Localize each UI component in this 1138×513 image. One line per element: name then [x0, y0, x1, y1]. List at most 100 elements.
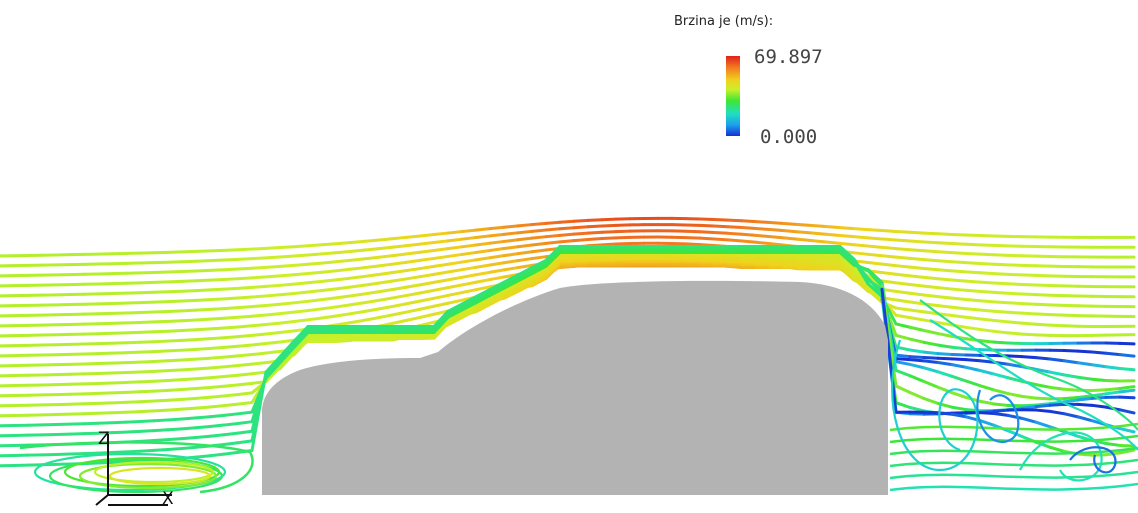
streamline-segment: [166, 368, 184, 373]
streamline-segment: [208, 248, 226, 253]
streamline-segment: [502, 266, 520, 272]
streamline-segment: [362, 247, 380, 252]
streamline-segment: [922, 293, 940, 299]
streamline-segment: [236, 381, 254, 387]
streamline-segment: [432, 293, 450, 300]
streamline-segment: [740, 239, 758, 244]
streamline-segment: [474, 263, 492, 269]
streamline-segment: [348, 248, 366, 253]
streamline-segment: [1020, 282, 1038, 287]
streamline-segment: [180, 347, 198, 352]
streamline-segment: [978, 289, 996, 294]
streamline-segment: [698, 230, 716, 234]
streamline-segment: [138, 409, 156, 414]
streamline-segment: [180, 308, 198, 313]
streamline-segment: [418, 312, 436, 319]
streamline-segment: [208, 258, 226, 263]
streamline-segment: [250, 313, 268, 318]
streamline-segment: [544, 240, 562, 245]
streamline-segment: [950, 242, 968, 246]
streamline-segment: [1006, 362, 1024, 369]
streamline-segment: [390, 252, 408, 258]
streamline-segment: [488, 254, 506, 260]
streamline-segment: [138, 310, 156, 315]
streamline-segment: [586, 237, 604, 241]
wake-streamline: [889, 446, 1138, 456]
streamline-segment: [446, 237, 464, 243]
streamline-segment: [390, 277, 408, 283]
streamline-segment: [950, 411, 968, 415]
streamline-segment: [1118, 388, 1136, 394]
streamline-segment: [586, 218, 604, 222]
streamline-segment: [124, 360, 142, 365]
streamline-segment: [264, 331, 282, 336]
streamline-segment: [446, 283, 464, 290]
streamline-segment: [166, 417, 184, 422]
streamline-segment: [712, 237, 730, 242]
streamline-segment: [138, 379, 156, 384]
streamline-segment: [502, 224, 520, 229]
streamline-segment: [530, 228, 548, 233]
streamline-segment: [992, 272, 1010, 276]
streamline-segment: [810, 223, 828, 229]
streamline-segment: [1076, 402, 1094, 407]
streamline-segment: [208, 433, 226, 438]
streamline-segment: [334, 258, 352, 264]
streamline-segment: [866, 269, 884, 288]
wake-vortex-loop: [891, 339, 979, 472]
streamline-segment: [432, 301, 450, 308]
streamline-segment: [1006, 282, 1024, 286]
streamline-segment: [516, 229, 534, 235]
streamline-segment: [922, 258, 940, 263]
streamline-segment: [460, 228, 478, 234]
streamline-segment: [222, 402, 240, 408]
wake-vortex-loop: [976, 389, 1020, 443]
streamline-segment: [964, 251, 982, 256]
streamline-segment: [222, 421, 240, 427]
streamline-segment: [292, 318, 310, 324]
wake-streamline: [889, 470, 1138, 480]
streamline-segment: [124, 400, 142, 404]
streamline-segment: [950, 313, 968, 319]
streamline-segment: [936, 295, 954, 300]
streamline-segment: [950, 353, 968, 357]
streamline-segment: [726, 218, 744, 223]
streamline-segment: [866, 252, 884, 258]
streamline-segment: [124, 370, 142, 375]
streamline-segment: [460, 250, 478, 256]
streamline-segment: [992, 388, 1010, 396]
streamline-segment: [404, 307, 422, 314]
streamline-segment: [922, 329, 940, 336]
streamline-segment: [348, 257, 366, 262]
streamline-segment: [754, 233, 772, 239]
streamline-segment: [936, 370, 954, 378]
streamline-segment: [152, 349, 170, 354]
streamline-segment: [446, 298, 464, 305]
streamline-segment: [530, 255, 548, 261]
streamline-segment: [264, 293, 282, 298]
streamline-segment: [1006, 301, 1024, 306]
streamline-segment: [502, 259, 520, 265]
wake-vortex-streamlines: [891, 299, 1138, 482]
streamline-segment: [306, 298, 324, 303]
streamline-segment: [1034, 420, 1052, 429]
streamline-segment: [908, 391, 926, 400]
streamline-segment: [922, 231, 940, 236]
wake-streamline: [889, 422, 1138, 432]
streamline-segment: [866, 244, 884, 249]
streamline-segment: [362, 316, 380, 322]
streamline-segment: [922, 249, 940, 254]
streamline-segment: [502, 252, 520, 258]
streamline-segment: [1020, 403, 1038, 408]
streamline-segment: [208, 365, 226, 370]
streamline-segment: [404, 291, 422, 298]
streamline-segment: [334, 267, 352, 273]
streamline-segment: [894, 264, 912, 269]
streamline-segment: [250, 275, 268, 280]
streamline-segment: [1020, 321, 1038, 326]
streamline-segment: [922, 396, 940, 405]
streamline-segment: [152, 408, 170, 413]
streamline-segment: [362, 281, 380, 287]
streamline-segment: [166, 279, 184, 284]
